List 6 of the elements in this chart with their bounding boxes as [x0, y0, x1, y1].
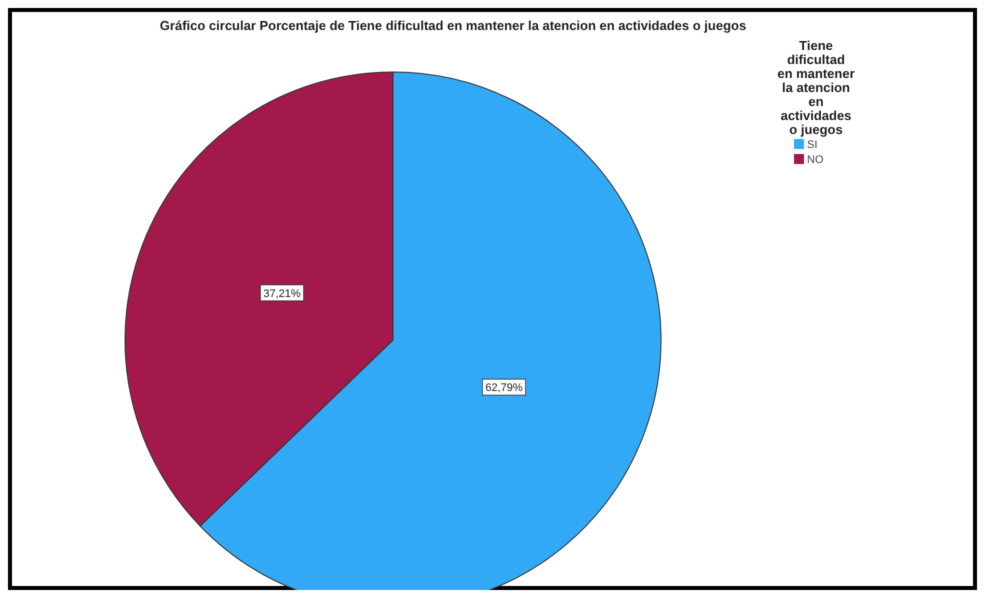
legend-label: SI [807, 139, 818, 151]
data-label: 62,79% [485, 382, 523, 394]
data-label: 37,21% [263, 288, 301, 300]
chart-title: Gráfico circular Porcentaje de Tiene dificultad en mantener la atencion en actividades o juegos [160, 18, 746, 33]
legend-title: Tiene dificultad en mantener la atencion en actividades o juegos [777, 38, 855, 137]
legend-label: NO [807, 154, 824, 166]
